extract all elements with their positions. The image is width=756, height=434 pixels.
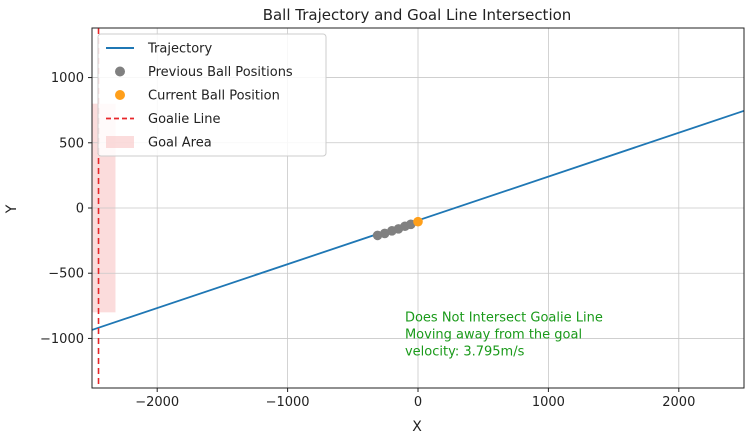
x-axis-label: X [412, 419, 422, 434]
current-ball-position-point [413, 216, 423, 227]
x-tick-label: −2000 [135, 395, 179, 410]
legend-current-swatch [115, 90, 125, 100]
legend-box [97, 33, 327, 157]
y-tick-label: 1000 [51, 71, 84, 86]
legend-goal-area-swatch [106, 136, 134, 148]
legend-label: Trajectory [147, 42, 212, 57]
x-tick-label: 1000 [532, 395, 565, 410]
chart-title: Ball Trajectory and Goal Line Intersecti… [263, 6, 572, 24]
ticks-layer: −2000 −1000 0 1000 2000 −1000 −500 0 500 1000 [40, 71, 695, 410]
y-axis-label: Y [4, 204, 20, 214]
legend-previous-swatch [115, 66, 125, 77]
annotation-text: Does Not Intersect Goalie Line [405, 310, 603, 325]
x-tick-label: 0 [414, 395, 422, 410]
annotation-text: Moving away from the goal [405, 327, 582, 342]
x-tick-label: −1000 [266, 395, 310, 410]
y-tick-label: 500 [59, 136, 84, 151]
annotation-layer: Does Not Intersect Goalie Line Moving awa… [405, 310, 603, 359]
legend-label: Previous Ball Positions [148, 65, 293, 80]
y-tick-label: 0 [76, 202, 84, 217]
legend: Trajectory Previous Ball Positions Current… [97, 33, 327, 157]
annotation-text: velocity: 3.795m/s [405, 344, 525, 359]
legend-label: Goalie Line [148, 112, 220, 127]
x-tick-label: 2000 [662, 395, 695, 410]
legend-label: Goal Area [148, 136, 212, 151]
legend-label: Current Ball Position [148, 89, 280, 104]
y-tick-label: −500 [48, 267, 84, 282]
y-tick-label: −1000 [40, 332, 84, 347]
